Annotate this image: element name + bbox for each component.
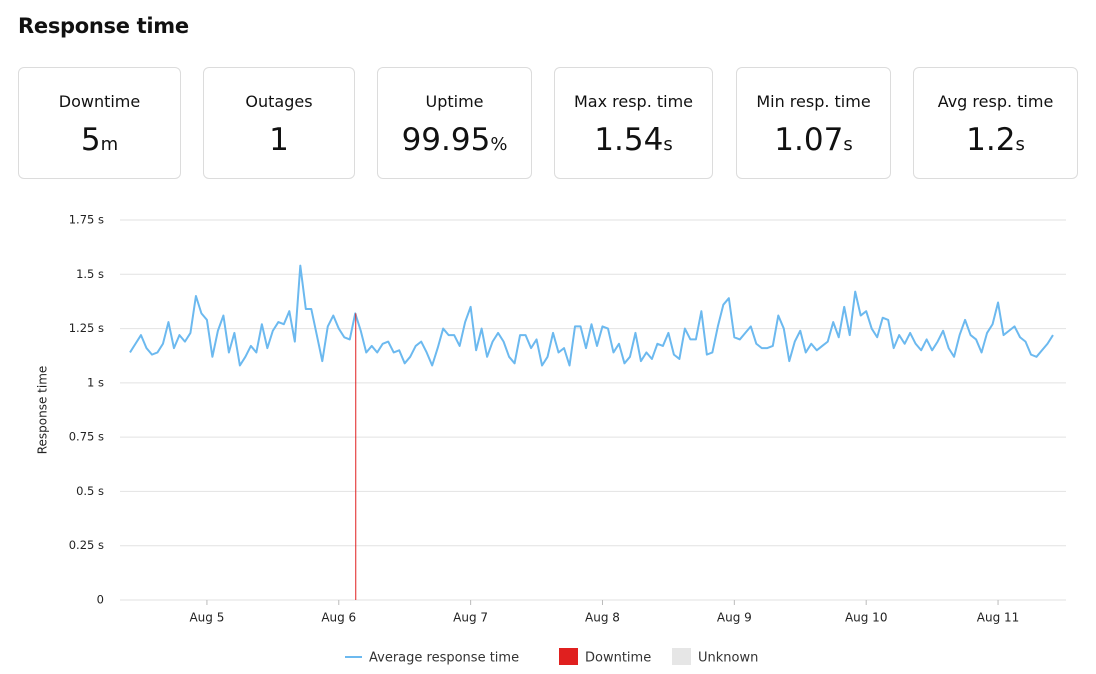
stat-number: 5 bbox=[80, 122, 101, 158]
stat-number: 1 bbox=[269, 122, 289, 158]
stat-unit: s bbox=[843, 134, 853, 155]
stat-card: Max resp. time 1.54s bbox=[554, 67, 713, 179]
stat-label: Outages bbox=[245, 92, 313, 111]
y-tick-label: 1 s bbox=[87, 375, 104, 389]
stat-unit: % bbox=[490, 134, 508, 155]
y-tick-label: 0.75 s bbox=[69, 430, 104, 444]
y-tick-label: 1.5 s bbox=[76, 267, 104, 281]
y-tick-label: 0 bbox=[97, 593, 104, 607]
stat-number: 1.54 bbox=[594, 122, 664, 158]
x-tick-label: Aug 11 bbox=[977, 611, 1020, 625]
stat-number: 99.95 bbox=[401, 122, 491, 158]
stat-card: Avg resp. time 1.2s bbox=[913, 67, 1078, 179]
stat-number: 1.2 bbox=[966, 122, 1016, 158]
stat-card: Downtime 5m bbox=[18, 67, 181, 179]
legend-label: Average response time bbox=[369, 651, 519, 666]
stat-card: Min resp. time 1.07s bbox=[736, 67, 891, 179]
response-line bbox=[129, 264, 1054, 367]
y-tick-label: 0.25 s bbox=[69, 538, 104, 552]
stat-value: 1 bbox=[204, 122, 354, 158]
stat-value: 5m bbox=[19, 122, 180, 158]
stat-label: Uptime bbox=[425, 92, 484, 111]
legend-label: Downtime bbox=[585, 651, 651, 666]
chart: 0 0.25 s 0.5 s 0.75 s 1 s 1.25 s 1.5 s 1.75 s Re… bbox=[36, 213, 1066, 666]
stat-card: Outages 1 bbox=[203, 67, 355, 179]
y-tick-label: 1.75 s bbox=[69, 213, 104, 227]
x-tick-label: Aug 10 bbox=[845, 611, 888, 625]
stat-value: 1.07s bbox=[737, 122, 890, 158]
stat-card: Uptime 99.95% bbox=[377, 67, 532, 179]
stat-unit: m bbox=[100, 134, 119, 155]
y-axis-title: Response time bbox=[36, 366, 50, 455]
stat-label: Avg resp. time bbox=[937, 92, 1054, 111]
stat-label: Max resp. time bbox=[573, 92, 694, 111]
y-tick-label: 1.25 s bbox=[69, 321, 104, 335]
stat-unit: s bbox=[1015, 134, 1025, 155]
stat-value: 1.2s bbox=[914, 122, 1077, 158]
stat-label: Downtime bbox=[58, 92, 141, 111]
x-tick-label: Aug 7 bbox=[453, 611, 488, 625]
x-tick-label: Aug 6 bbox=[321, 611, 356, 625]
stat-value: 1.54s bbox=[555, 122, 712, 158]
legend-swatch bbox=[559, 648, 578, 665]
x-tick-label: Aug 9 bbox=[717, 611, 752, 625]
stat-number: 1.07 bbox=[774, 122, 844, 158]
page-title: Response time bbox=[18, 14, 189, 38]
y-tick-label: 0.5 s bbox=[76, 484, 104, 498]
stat-unit: s bbox=[663, 134, 673, 155]
stat-value: 99.95% bbox=[378, 122, 531, 158]
legend-swatch bbox=[672, 648, 691, 665]
x-tick-label: Aug 8 bbox=[585, 611, 620, 625]
legend-label: Unknown bbox=[698, 651, 758, 666]
stat-label: Min resp. time bbox=[756, 92, 871, 111]
x-tick-label: Aug 5 bbox=[189, 611, 224, 625]
